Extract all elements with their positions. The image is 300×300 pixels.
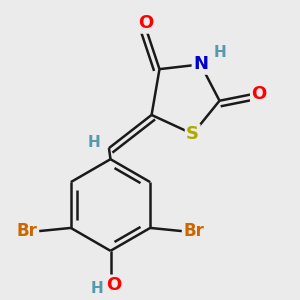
Text: Br: Br (183, 222, 204, 240)
Text: Br: Br (17, 222, 38, 240)
Text: H: H (214, 45, 226, 60)
Text: O: O (106, 276, 121, 294)
Text: O: O (138, 14, 153, 32)
Text: O: O (251, 85, 267, 103)
Text: S: S (186, 125, 199, 143)
Text: N: N (193, 56, 208, 74)
Text: H: H (91, 281, 103, 296)
Text: H: H (87, 135, 100, 150)
